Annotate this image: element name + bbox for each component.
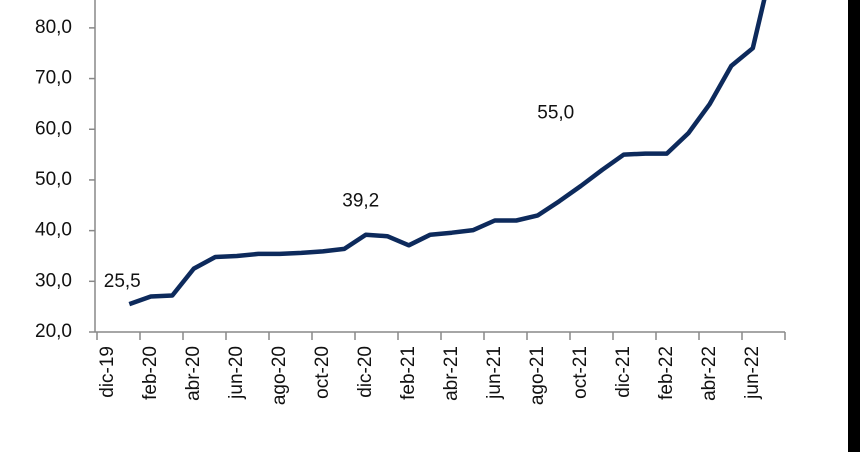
y-tick-label: 40,0 (35, 220, 72, 241)
y-tick-label: 30,0 (35, 270, 72, 291)
x-tick-label: oct-21 (570, 346, 591, 399)
y-tick-label: 60,0 (35, 118, 72, 139)
x-tick-label: dic-21 (613, 346, 634, 398)
y-tick-label: 50,0 (35, 169, 72, 190)
x-tick-label: abr-20 (183, 346, 204, 401)
x-tick-label: ago-20 (269, 346, 290, 405)
x-tick-label: oct-20 (312, 346, 333, 399)
x-tick-label: jun-21 (484, 346, 505, 400)
x-tick-label: ago-21 (527, 346, 548, 405)
x-tick-label: feb-21 (398, 346, 419, 400)
y-tick-label: 20,0 (35, 321, 72, 342)
edge-strip (848, 0, 860, 452)
x-tick-label: dic-20 (355, 346, 376, 398)
y-tick-label: 70,0 (35, 68, 72, 89)
data-label: 25,5 (104, 271, 141, 292)
data-line (128, 0, 767, 307)
data-label: 39,2 (342, 191, 379, 212)
x-tick-label: dic-19 (97, 346, 118, 398)
x-tick-label: abr-21 (441, 346, 462, 401)
x-tick-label: jun-22 (742, 346, 763, 400)
x-tick-label: feb-22 (656, 346, 677, 400)
y-tick-label: 80,0 (35, 17, 72, 38)
x-tick-label: jun-20 (226, 346, 247, 400)
x-tick-label: abr-22 (699, 346, 720, 401)
data-label: 55,0 (537, 103, 574, 124)
x-tick-label: feb-20 (140, 346, 161, 400)
plot-area (128, 0, 767, 307)
